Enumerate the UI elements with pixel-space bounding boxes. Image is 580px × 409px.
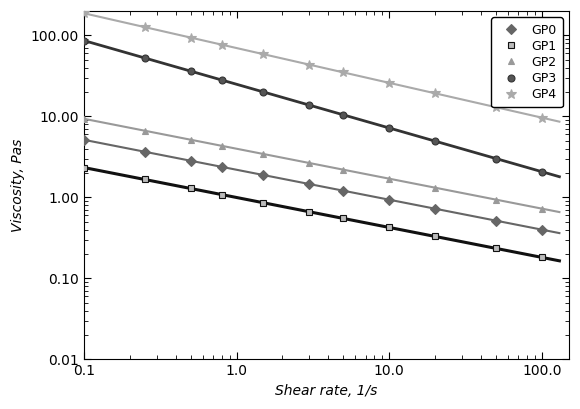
GP2 [141,128,148,133]
GP3 [141,56,148,61]
GP0 [187,158,194,163]
GP3 [340,112,347,117]
GP3 [218,78,225,83]
GP2 [432,185,438,190]
GP1 [141,177,148,182]
GP0 [340,188,347,193]
GP0 [492,218,499,223]
GP0 [80,137,87,142]
GP3 [432,139,438,144]
Y-axis label: Viscosity, Pas: Viscosity, Pas [11,139,25,232]
GP4 [260,52,267,56]
X-axis label: Shear rate, 1/s: Shear rate, 1/s [275,384,378,398]
GP4 [386,81,393,85]
GP2 [80,116,87,121]
GP1 [187,186,194,191]
GP2 [218,144,225,148]
GP4 [492,105,499,110]
GP4 [80,11,87,16]
GP3 [492,156,499,161]
GP0 [306,182,313,187]
GP0 [538,227,545,232]
Line: GP2: GP2 [80,115,545,212]
GP2 [340,167,347,172]
GP4 [538,115,545,120]
GP3 [80,38,87,43]
GP3 [386,126,393,130]
GP1 [492,246,499,251]
GP0 [386,197,393,202]
GP4 [187,35,194,40]
GP1 [340,216,347,221]
GP1 [538,255,545,260]
GP3 [187,69,194,74]
GP0 [432,206,438,211]
GP2 [492,197,499,202]
GP3 [260,90,267,94]
GP0 [141,149,148,154]
GP0 [218,164,225,169]
GP1 [432,234,438,239]
Line: GP3: GP3 [80,37,545,175]
GP4 [432,91,438,96]
GP3 [538,169,545,174]
Legend: GP0, GP1, GP2, GP3, GP4: GP0, GP1, GP2, GP3, GP4 [491,17,563,107]
GP4 [141,25,148,29]
Line: GP4: GP4 [79,8,547,123]
GP2 [386,176,393,181]
GP2 [260,152,267,157]
GP2 [306,161,313,166]
GP1 [386,225,393,230]
GP2 [538,206,545,211]
GP0 [260,173,267,178]
GP4 [340,70,347,75]
Line: GP1: GP1 [80,164,545,261]
GP4 [306,62,313,67]
GP1 [80,165,87,170]
GP1 [260,200,267,205]
GP3 [306,103,313,108]
Line: GP0: GP0 [80,136,545,233]
GP4 [218,42,225,47]
GP1 [218,192,225,197]
GP2 [187,137,194,142]
GP1 [306,209,313,214]
